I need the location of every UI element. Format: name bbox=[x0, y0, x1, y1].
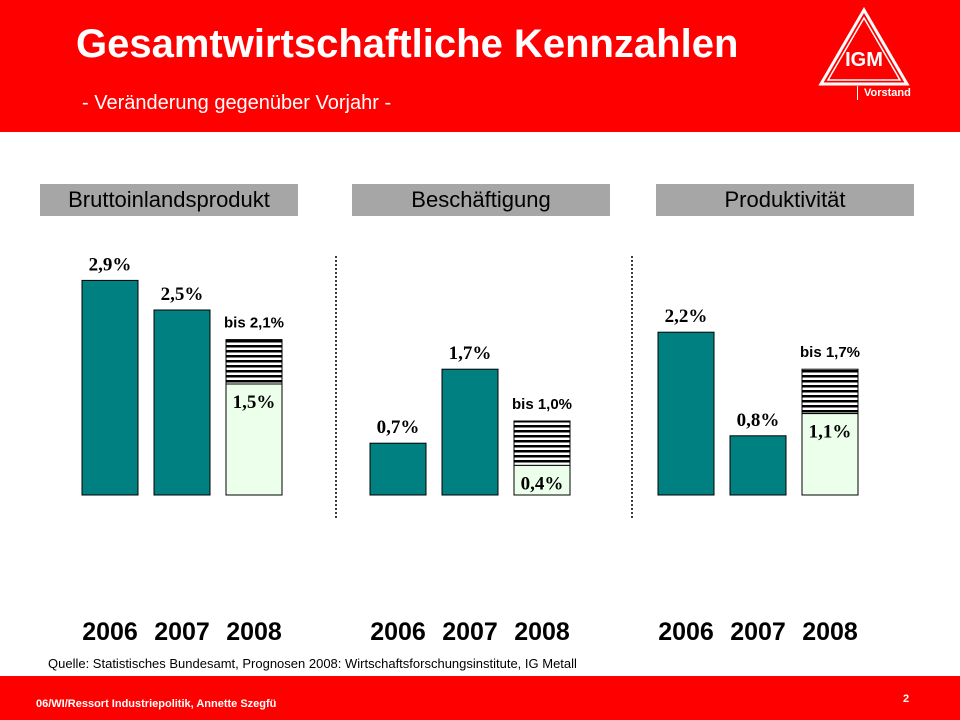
data-bar bbox=[153, 309, 211, 496]
bar-value-label: 1,1% bbox=[809, 422, 852, 443]
forecast-base-bar bbox=[225, 383, 283, 496]
data-bar bbox=[369, 442, 427, 496]
forecast-range-bar bbox=[513, 420, 571, 466]
svg-text:IGM: IGM bbox=[845, 49, 883, 71]
footer-bar bbox=[0, 676, 960, 720]
panel-label-bip: Bruttoinlandsprodukt bbox=[40, 184, 298, 216]
data-bar bbox=[729, 435, 787, 496]
x-tick-label: 2006 bbox=[82, 618, 138, 646]
x-tick-label: 2008 bbox=[226, 618, 282, 646]
page-subtitle: - Veränderung gegenüber Vorjahr - bbox=[82, 92, 392, 114]
source-note: Quelle: Statistisches Bundesamt, Prognos… bbox=[48, 656, 577, 671]
header-bar bbox=[0, 0, 960, 132]
panel-label-produktivitaet: Produktivität bbox=[656, 184, 914, 216]
x-tick-label: 2006 bbox=[370, 618, 426, 646]
data-bar bbox=[81, 279, 139, 496]
x-tick-label: 2008 bbox=[514, 618, 570, 646]
forecast-base-bar bbox=[801, 413, 859, 496]
x-tick-label: 2006 bbox=[658, 618, 714, 646]
org-label: Vorstand bbox=[857, 86, 911, 100]
bar-value-label: 1,7% bbox=[449, 343, 492, 364]
bar-value-label: 2,5% bbox=[161, 284, 204, 305]
x-tick-label: 2007 bbox=[442, 618, 498, 646]
bar-value-label: 1,5% bbox=[233, 392, 276, 413]
forecast-range-bar bbox=[225, 339, 283, 385]
bar-value-label: 2,9% bbox=[89, 254, 132, 275]
page-title: Gesamtwirtschaftliche Kennzahlen bbox=[76, 22, 739, 66]
data-bar bbox=[441, 368, 499, 496]
x-tick-label: 2008 bbox=[802, 618, 858, 646]
forecast-range-bar bbox=[801, 368, 859, 415]
ig-metall-logo-icon: IGM bbox=[818, 7, 910, 86]
forecast-upper-label: bis 2,1% bbox=[224, 315, 284, 332]
data-bar bbox=[657, 331, 715, 496]
bar-value-label: 2,2% bbox=[665, 306, 708, 327]
footer-author: 06/WI/Ressort Industriepolitik, Annette … bbox=[36, 698, 277, 710]
x-tick-label: 2007 bbox=[154, 618, 210, 646]
forecast-upper-label: bis 1,7% bbox=[800, 344, 860, 361]
bar-value-label: 0,8% bbox=[737, 410, 780, 431]
forecast-base-bar bbox=[513, 464, 571, 496]
panel-label-beschaeftigung: Beschäftigung bbox=[352, 184, 610, 216]
page-number: 2 bbox=[903, 693, 910, 705]
x-tick-label: 2007 bbox=[730, 618, 786, 646]
forecast-upper-label: bis 1,0% bbox=[512, 396, 572, 413]
bar-value-label: 0,4% bbox=[521, 473, 564, 494]
bar-value-label: 0,7% bbox=[377, 417, 420, 438]
